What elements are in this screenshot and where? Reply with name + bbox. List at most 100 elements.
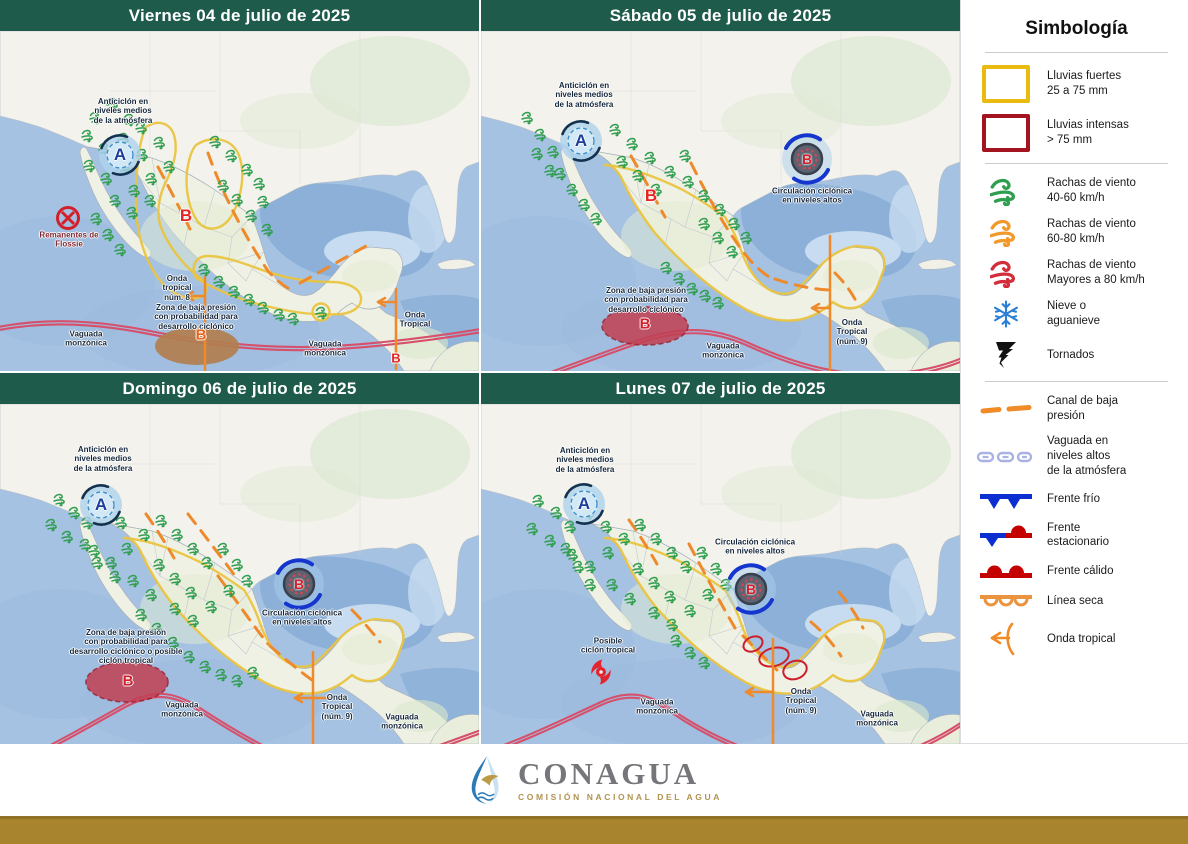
cyclonic-circulation-icon: [724, 562, 778, 616]
tropical-wave-icon: [975, 621, 1037, 657]
legend-item: Línea seca: [975, 592, 1178, 610]
low-pressure-channel-icon: [975, 402, 1037, 416]
legend-item: Lluvias intensas > 75 mm: [975, 114, 1178, 152]
footer-gold-bar: [0, 816, 1188, 844]
legend-panel: Simbología Lluvias fuertes 25 a 75 mm Ll…: [960, 0, 1188, 744]
base-map: [0, 31, 479, 371]
tropical-wave-line: [744, 637, 775, 744]
divider: [985, 163, 1168, 164]
map-panel-sabado-05: Sábado 05 de julio de 2025: [481, 0, 960, 371]
map-panel-lunes-07: Lunes 07 de julio de 2025: [481, 373, 960, 744]
legend-item-label: Rachas de viento 40-60 km/h: [1047, 177, 1136, 204]
base-map: [0, 404, 479, 744]
legend-item: Lluvias fuertes 25 a 75 mm: [975, 65, 1178, 103]
legend-item-label: Frente cálido: [1047, 564, 1114, 577]
wind-gust-red-icon: [975, 258, 1037, 288]
maps-grid: Viernes 04 de julio de 2025: [0, 0, 960, 744]
upper-trough-icon: [975, 450, 1037, 464]
legend-item: Rachas de viento 60-80 km/h: [975, 217, 1178, 247]
legend-item-label: Onda tropical: [1047, 632, 1116, 645]
legend-item: Frente cálido: [975, 561, 1178, 581]
map-title-bar: Viernes 04 de julio de 2025: [0, 0, 479, 31]
map-panel-domingo-06: Domingo 06 de julio de 2025: [0, 373, 479, 744]
intense-rain-box-icon: [975, 114, 1037, 152]
cyclonic-circulation-icon: [780, 132, 834, 186]
anticyclone-icon: [78, 482, 124, 528]
wind-gust-green-icon: [975, 176, 1037, 206]
divider: [985, 52, 1168, 53]
map-title-bar: Lunes 07 de julio de 2025: [481, 373, 960, 404]
tropical-wave-line: [293, 650, 333, 744]
low-pressure-channel-line: [144, 512, 382, 682]
legend-item-label: Lluvias fuertes 25 a 75 mm: [1047, 70, 1122, 97]
monsoon-trough-line: [550, 329, 960, 371]
cold-front-icon: [975, 490, 1037, 510]
low-pressure-development-zone: [85, 661, 169, 703]
low-pressure-development-zone: [155, 327, 239, 365]
warm-front-icon: [975, 561, 1037, 581]
base-map: [481, 404, 960, 744]
legend-item: Frente estacionario: [975, 521, 1178, 550]
legend-item: Frente frío: [975, 490, 1178, 510]
map-graphic: [481, 404, 960, 744]
anticyclone-icon: [558, 118, 604, 164]
map-title-bar: Sábado 05 de julio de 2025: [481, 0, 960, 31]
legend-item: Tornados: [975, 340, 1178, 370]
intense-rain-ellipse: [742, 635, 764, 653]
map-canvas: Anticiclón en niveles medios de la atmós…: [0, 31, 479, 371]
legend-item: Canal de baja presión: [975, 394, 1178, 423]
footer: CONAGUA COMISIÓN NACIONAL DEL AGUA: [0, 744, 1188, 816]
snowflake-icon: [975, 299, 1037, 329]
tornado-icon: [975, 340, 1037, 370]
legend-item-label: Nieve o aguanieve: [1047, 300, 1101, 327]
legend-item-label: Rachas de viento 60-80 km/h: [1047, 218, 1136, 245]
legend-item: Rachas de viento Mayores a 80 km/h: [975, 258, 1178, 288]
intense-rain-ellipse: [758, 646, 790, 668]
map-canvas: Anticiclón en niveles medios de la atmós…: [481, 404, 960, 744]
legend-title: Simbología: [1025, 18, 1128, 39]
legend-item-label: Tornados: [1047, 348, 1095, 361]
legend-item-label: Vaguada en niveles altos de la atmósfera: [1047, 435, 1127, 477]
wind-gust-orange-icon: [975, 217, 1037, 247]
conagua-wordmark: CONAGUA: [518, 756, 700, 791]
heavy-rain-box-icon: [975, 65, 1037, 103]
legend-item-label: Frente frío: [1047, 493, 1101, 506]
legend-item-label: Frente estacionario: [1047, 521, 1110, 549]
base-map: [481, 31, 960, 371]
map-graphic: [0, 404, 479, 744]
anticyclone-icon: [97, 132, 143, 178]
monsoon-trough-line: [503, 693, 960, 744]
map-panel-viernes-04: Viernes 04 de julio de 2025: [0, 0, 479, 371]
map-graphic: [481, 31, 960, 371]
water-drop-icon: [471, 756, 499, 804]
divider: [985, 381, 1168, 382]
tropical-wave-line: [184, 275, 207, 371]
map-canvas: Anticiclón en niveles medios de la atmós…: [0, 404, 479, 744]
cyclonic-circulation-icon: [272, 557, 326, 611]
tropical-wave-line: [810, 234, 832, 371]
legend-item-label: Línea seca: [1047, 594, 1104, 607]
anticyclone-icon: [561, 481, 607, 527]
tropical-wave-line: [376, 287, 398, 371]
stationary-front-icon: [975, 523, 1037, 548]
map-title-bar: Domingo 06 de julio de 2025: [0, 373, 479, 404]
conagua-subtitle: COMISIÓN NACIONAL DEL AGUA: [518, 792, 722, 802]
map-graphic: [0, 31, 479, 371]
legend-item-label: Lluvias intensas > 75 mm: [1047, 119, 1129, 146]
legend-item-label: Rachas de viento Mayores a 80 km/h: [1047, 259, 1145, 286]
legend-item: Vaguada en niveles altos de la atmósfera: [975, 434, 1178, 478]
heavy-rain-contour: [134, 121, 363, 322]
conagua-logo: CONAGUA COMISIÓN NACIONAL DEL AGUA: [466, 754, 722, 806]
legend-item-label: Canal de baja presión: [1047, 395, 1118, 422]
legend-item: Rachas de viento 40-60 km/h: [975, 176, 1178, 206]
low-pressure-channel-line: [156, 151, 370, 294]
intense-rain-ellipse: [782, 659, 808, 681]
monsoon-trough-line: [50, 692, 479, 744]
legend-item: Nieve o aguanieve: [975, 299, 1178, 329]
dry-line-icon: [975, 592, 1037, 610]
legend-item: Onda tropical: [975, 621, 1178, 657]
intense-rain-ellipses: [742, 635, 808, 681]
low-pressure-development-zone: [601, 306, 689, 346]
map-canvas: Anticiclón en niveles medios de la atmós…: [481, 31, 960, 371]
